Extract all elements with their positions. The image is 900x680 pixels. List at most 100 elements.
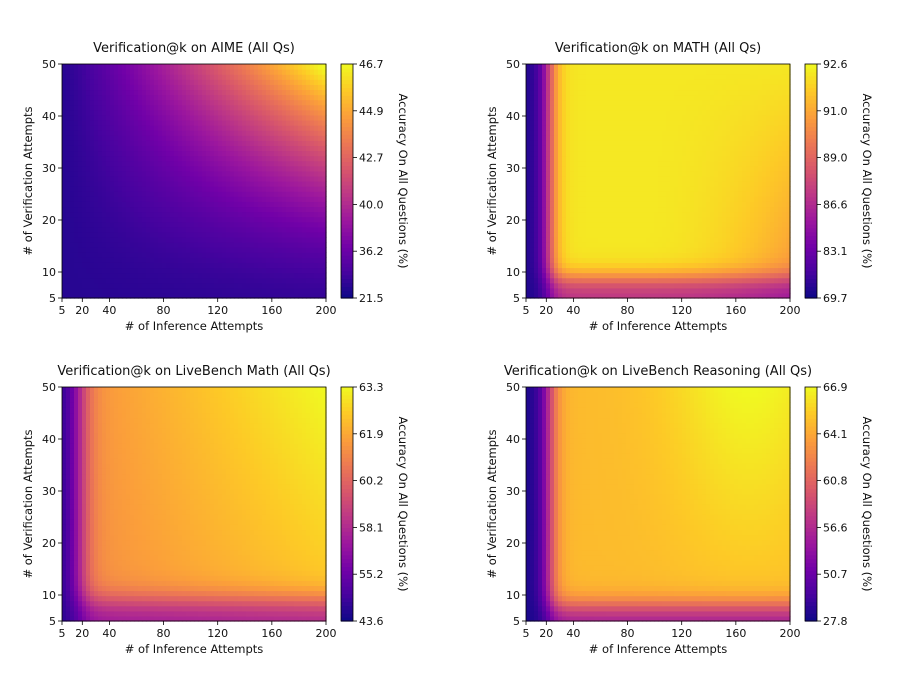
heatmap-cell [322, 155, 327, 162]
heatmap-cell [106, 165, 111, 172]
heatmap-cell [74, 99, 79, 106]
heatmap-cell [558, 104, 563, 111]
heatmap-cell [138, 257, 143, 263]
colorbar-segment [341, 208, 353, 213]
heatmap-cell [262, 247, 267, 253]
heatmap-cell [74, 160, 79, 167]
heatmap-cell [638, 84, 643, 91]
heatmap-cell [646, 109, 651, 116]
heatmap-cell [218, 292, 223, 299]
heatmap-cell [650, 226, 655, 233]
heatmap-cell [314, 206, 319, 213]
heatmap-cell [310, 99, 315, 106]
heatmap-cell [70, 247, 75, 253]
heatmap-cell [562, 226, 567, 233]
heatmap-cell [130, 221, 135, 228]
heatmap-cell [310, 104, 315, 111]
heatmap-cell [106, 292, 111, 299]
heatmap-cell [310, 119, 315, 126]
heatmap-cell [662, 130, 667, 136]
heatmap-cell [222, 221, 227, 228]
heatmap-cell [294, 150, 299, 157]
heatmap-cell [114, 292, 119, 299]
heatmap-cell [322, 125, 327, 131]
heatmap-cell [634, 272, 639, 279]
heatmap-cell [90, 94, 95, 101]
heatmap-cell [302, 216, 307, 223]
heatmap-cell [142, 165, 147, 172]
heatmap-cell [162, 155, 167, 162]
heatmap-cell [290, 236, 295, 243]
heatmap-cell [230, 226, 235, 233]
heatmap-cell [634, 181, 639, 187]
heatmap-cell [558, 206, 563, 213]
heatmap-cell [638, 206, 643, 213]
heatmap-cell [82, 165, 87, 172]
heatmap-cell [674, 79, 679, 85]
colorbar-segment [341, 255, 353, 260]
heatmap-cell [106, 140, 111, 146]
heatmap-cell [582, 104, 587, 111]
heatmap-cell [554, 64, 559, 70]
heatmap-cell [230, 94, 235, 101]
heatmap-cell [538, 196, 543, 202]
heatmap-cell [314, 216, 319, 223]
heatmap-cell [246, 125, 251, 131]
heatmap-cell [78, 247, 83, 253]
heatmap-cell [538, 150, 543, 157]
heatmap-cell [570, 201, 575, 208]
heatmap-cell [134, 140, 139, 146]
heatmap-cell [106, 242, 111, 248]
heatmap-cell [242, 125, 247, 131]
heatmap-cell [242, 252, 247, 258]
heatmap-cell [654, 262, 659, 269]
heatmap-cell [682, 201, 687, 208]
heatmap-cell [670, 94, 675, 101]
heatmap-cell [674, 94, 679, 101]
heatmap-cell [618, 201, 623, 208]
heatmap-cell [666, 242, 671, 248]
heatmap-cell [310, 84, 315, 91]
heatmap-cell [234, 140, 239, 146]
heatmap-cell [262, 119, 267, 126]
heatmap-cell [262, 170, 267, 177]
heatmap-cell [314, 191, 319, 197]
heatmap-cell [642, 186, 647, 192]
heatmap-cell [186, 170, 191, 177]
heatmap-cell [106, 201, 111, 208]
heatmap-cell [322, 64, 327, 70]
heatmap-cell [654, 201, 659, 208]
heatmap-cell [238, 287, 243, 294]
heatmap-cell [270, 191, 275, 197]
heatmap-cell [90, 226, 95, 233]
heatmap-cell [670, 257, 675, 263]
heatmap-cell [534, 186, 539, 192]
heatmap-cell [266, 119, 271, 126]
panel-title: Verification@k on MATH (All Qs) [555, 41, 761, 56]
heatmap-cell [242, 74, 247, 80]
heatmap-cell [182, 262, 187, 269]
heatmap-cell [254, 175, 259, 182]
heatmap-cell [102, 104, 107, 111]
heatmap-cell [614, 221, 619, 228]
heatmap-cell [318, 130, 323, 136]
heatmap-cell [598, 69, 603, 75]
heatmap-cell [290, 175, 295, 182]
heatmap-cell [322, 221, 327, 228]
heatmap-cell [618, 231, 623, 238]
heatmap-cell [162, 130, 167, 136]
heatmap-cell [174, 150, 179, 157]
heatmap-cell [678, 130, 683, 136]
heatmap-cell [530, 236, 535, 243]
heatmap-cell [294, 231, 299, 238]
heatmap-cell [86, 196, 91, 202]
heatmap-cell [222, 242, 227, 248]
heatmap-cell [134, 114, 139, 121]
heatmap-cell [186, 140, 191, 146]
y-tick-label: 40 [42, 110, 56, 123]
heatmap-cell [202, 201, 207, 208]
heatmap-cell [558, 155, 563, 162]
heatmap-cell [290, 104, 295, 111]
heatmap-cell [586, 221, 591, 228]
